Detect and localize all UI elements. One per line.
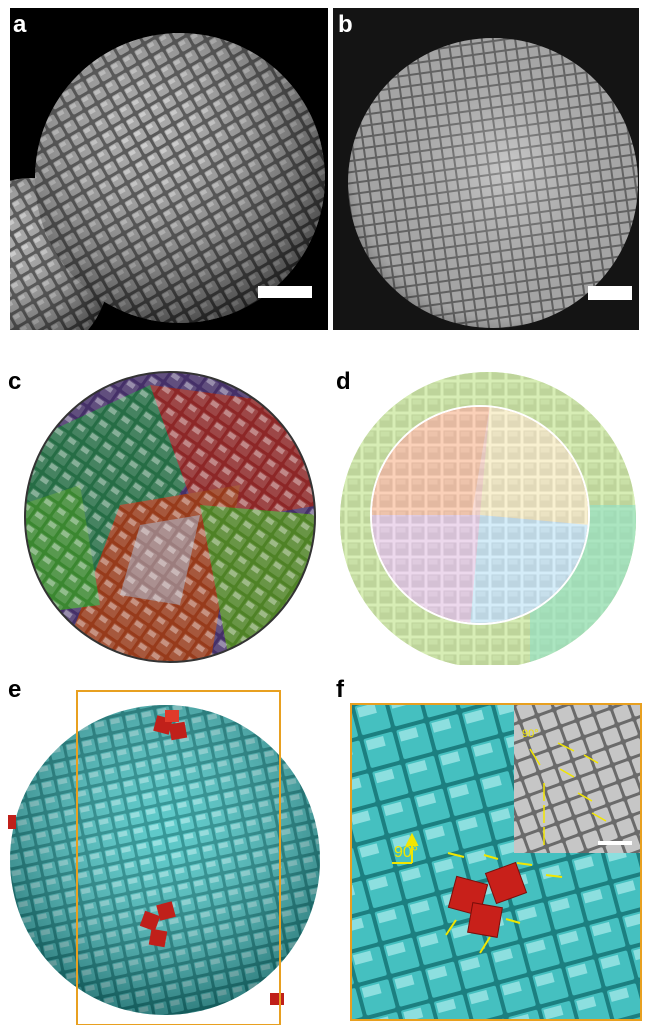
arrows-zoom — [392, 832, 563, 954]
panel-e-label: e — [8, 676, 22, 703]
zoom-frame: 90° — [350, 703, 642, 1021]
panel-a-image: a — [10, 8, 328, 330]
defect-cubes-center — [139, 901, 176, 948]
panel-b-label: b — [338, 11, 353, 38]
panel-d-section — [340, 372, 636, 665]
arrows-inset — [529, 742, 607, 845]
panel-d-image: d — [330, 365, 646, 665]
defect-cubes-top — [153, 710, 188, 741]
panel-e-image: e — [0, 675, 330, 1025]
panel-b-scale-bar — [588, 286, 632, 300]
panel-d-label: d — [336, 368, 351, 395]
panel-b-sphere — [333, 8, 639, 330]
panel-c-label: c — [8, 368, 22, 395]
panel-e-sphere — [8, 690, 320, 1025]
angle-label: 90° — [394, 844, 418, 861]
panel-a-sphere — [10, 33, 325, 330]
panel-c-image: c — [0, 365, 330, 665]
panel-a-label: a — [13, 11, 27, 38]
panel-b-image: b — [333, 8, 639, 330]
panel-f-label: f — [336, 676, 344, 703]
inset-angle-label: 90° — [522, 728, 539, 740]
panel-c-sphere — [24, 371, 316, 663]
inset-scale-bar — [598, 841, 632, 845]
inset-micrograph: 90° — [514, 705, 640, 853]
defect-cubes-zoom — [447, 861, 528, 938]
panel-f-image: f — [330, 675, 646, 1025]
panel-a-scale-bar — [258, 286, 312, 298]
inset-view: 90° — [514, 705, 640, 853]
zoom-region-box — [76, 690, 281, 1025]
